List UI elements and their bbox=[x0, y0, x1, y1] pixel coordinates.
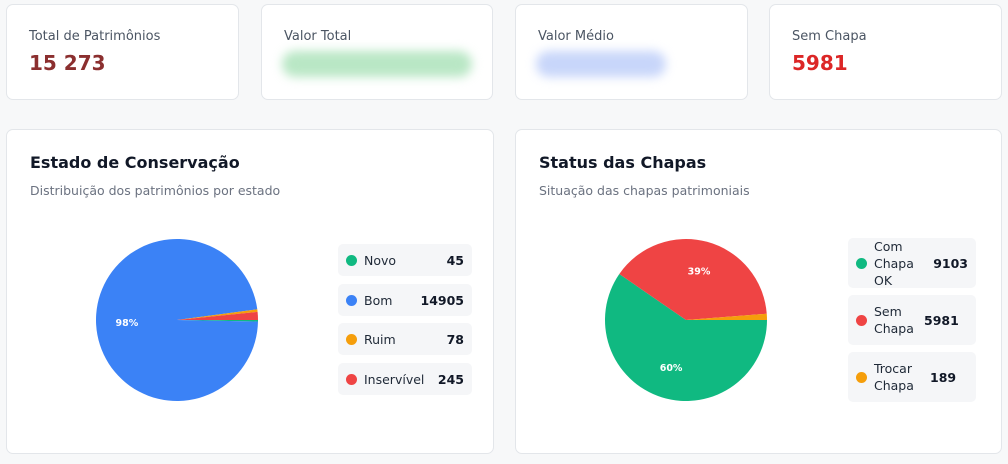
stat-label: Valor Total bbox=[284, 29, 352, 44]
legend-dot-icon bbox=[856, 371, 867, 383]
legend-item-ruim: Ruim 78 bbox=[338, 323, 472, 355]
stat-card-sem-chapa: Sem Chapa 5981 bbox=[769, 4, 1002, 100]
pie-chart-chapas: 60% 39% bbox=[605, 239, 767, 401]
pie-slice-ruim[interactable] bbox=[177, 309, 258, 320]
legend-dot-icon bbox=[346, 373, 357, 385]
pie-slice-inservível[interactable] bbox=[177, 311, 258, 320]
legend-label: Ruim bbox=[364, 331, 396, 347]
legend-count: 245 bbox=[437, 371, 464, 387]
pie-chart-conservacao: 98% bbox=[96, 238, 258, 401]
redacted-value bbox=[536, 51, 666, 77]
legend-count: 14905 bbox=[420, 292, 465, 308]
legend-item-sem-chapa: Sem Chapa 5981 bbox=[848, 295, 976, 345]
stat-label: Sem Chapa bbox=[792, 29, 867, 44]
redacted-value bbox=[282, 51, 472, 77]
chart-card-chapas: Status das Chapas Situação das chapas pa… bbox=[515, 129, 1002, 454]
legend-count: 189 bbox=[930, 369, 957, 385]
pie-slice-sem-chapa[interactable] bbox=[619, 239, 767, 320]
legend-count: 45 bbox=[446, 252, 464, 268]
stat-value: 5981 bbox=[792, 51, 848, 75]
legend-item-com-chapa-ok: Com Chapa OK 9103 bbox=[848, 238, 976, 288]
chart-subtitle: Situação das chapas patrimoniais bbox=[539, 183, 750, 198]
pie-slice-trocar-chapa[interactable] bbox=[686, 313, 767, 320]
legend-dot-icon bbox=[346, 333, 357, 345]
legend-item-bom: Bom 14905 bbox=[338, 284, 472, 316]
stat-card-valor-medio: Valor Médio bbox=[515, 4, 748, 100]
stat-card-total: Total de Patrimônios 15 273 bbox=[6, 4, 239, 100]
legend-dot-icon bbox=[856, 314, 867, 326]
chart-title: Estado de Conservação bbox=[30, 153, 240, 172]
legend-dot-icon bbox=[856, 257, 867, 269]
stat-value: 15 273 bbox=[29, 51, 106, 75]
pie-slice-label: 60% bbox=[660, 363, 683, 374]
legend-count: 78 bbox=[446, 331, 464, 347]
pie-slice-label: 98% bbox=[115, 318, 138, 329]
chart-title: Status das Chapas bbox=[539, 153, 707, 172]
legend-label: Bom bbox=[364, 292, 393, 308]
legend-item-inservivel: Inservível 245 bbox=[338, 363, 472, 395]
stat-label: Valor Médio bbox=[538, 29, 614, 44]
legend-label: Sem Chapa bbox=[874, 304, 914, 336]
legend-item-novo: Novo 45 bbox=[338, 244, 472, 276]
legend-dot-icon bbox=[346, 294, 357, 306]
legend-count: 5981 bbox=[924, 312, 959, 328]
stat-label: Total de Patrimônios bbox=[29, 29, 161, 44]
pie-slice-novo[interactable] bbox=[177, 320, 258, 322]
pie-slice-label: 39% bbox=[688, 267, 711, 278]
legend-dot-icon bbox=[346, 254, 357, 266]
legend-label: Trocar Chapa bbox=[874, 361, 914, 393]
legend-label: Com Chapa OK bbox=[874, 238, 914, 288]
legend-count: 9103 bbox=[933, 255, 968, 271]
pie-slice-com-chapa-ok[interactable] bbox=[605, 274, 767, 401]
legend-item-trocar-chapa: Trocar Chapa 189 bbox=[848, 352, 976, 402]
stat-card-valor-total: Valor Total bbox=[261, 4, 493, 100]
legend-label: Inservível bbox=[364, 371, 425, 387]
chart-card-conservacao: Estado de Conservação Distribuição dos p… bbox=[6, 129, 494, 454]
chart-subtitle: Distribuição dos patrimônios por estado bbox=[30, 183, 281, 198]
legend-label: Novo bbox=[364, 252, 397, 268]
pie-slice-bom[interactable] bbox=[96, 238, 258, 401]
